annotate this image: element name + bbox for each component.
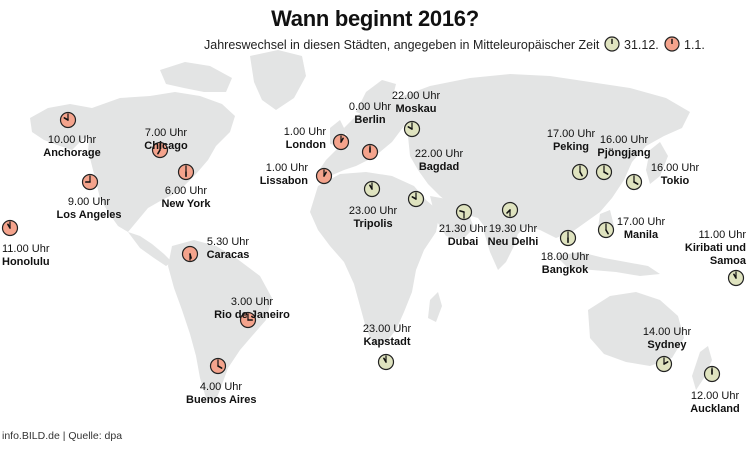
city-label-kapstadt: 23.00 Uhr Kapstadt bbox=[362, 323, 412, 348]
city-label-moskau: 22.00 Uhr Moskau bbox=[391, 90, 441, 115]
city-label-anchorage: 10.00 Uhr Anchorage bbox=[43, 134, 101, 159]
city-label-new-york: 6.00 Uhr New York bbox=[161, 185, 211, 210]
legend-new-year-clock-icon bbox=[664, 36, 680, 52]
city-label-london: 1.00 Uhr London bbox=[283, 126, 326, 151]
city-label-sydney: 14.00 Uhr Sydney bbox=[642, 326, 692, 351]
madagascar-landmass bbox=[428, 292, 442, 322]
greenland-landmass bbox=[250, 50, 306, 110]
city-label-pjoengjang: 16.00 Uhr Pjöngjang bbox=[597, 134, 651, 159]
clock-icon bbox=[59, 111, 77, 129]
city-label-tripolis: 23.00 Uhr Tripolis bbox=[348, 205, 398, 230]
clock-icon bbox=[655, 355, 673, 373]
asia-landmass bbox=[398, 74, 690, 250]
europe-landmass bbox=[318, 98, 410, 176]
scandinavia-landmass bbox=[356, 80, 396, 116]
clock-icon bbox=[361, 143, 379, 161]
city-label-auckland: 12.00 Uhr Auckland bbox=[690, 390, 740, 415]
australia-landmass bbox=[588, 292, 684, 366]
central-america-landmass bbox=[128, 232, 172, 266]
city-label-manila: 17.00 Uhr Manila bbox=[616, 216, 666, 241]
clocks-layer bbox=[1, 111, 745, 383]
indonesia-landmass bbox=[556, 252, 660, 276]
africa-landmass bbox=[310, 172, 440, 346]
clock-icon bbox=[315, 167, 333, 185]
clock-icon bbox=[363, 180, 381, 198]
india-landmass bbox=[484, 212, 520, 270]
clock-icon bbox=[571, 163, 589, 181]
city-label-kiribati-und-samoa: 11.00 Uhr Kiribati und Samoa bbox=[684, 229, 746, 267]
city-label-honolulu: 11.00 Uhr Honolulu bbox=[2, 243, 50, 268]
clock-icon bbox=[501, 201, 519, 219]
clock-icon bbox=[703, 365, 721, 383]
clock-icon bbox=[181, 245, 199, 263]
clock-icon bbox=[407, 190, 425, 208]
city-label-bagdad: 22.00 Uhr Bagdad bbox=[414, 148, 464, 173]
clock-icon bbox=[332, 133, 350, 151]
page-title: Wann beginnt 2016? bbox=[271, 6, 479, 31]
legend-new-year-label: 1.1. bbox=[684, 38, 705, 52]
clock-icon bbox=[151, 141, 169, 159]
page-subtitle: Jahreswechsel in diesen Städten, angegeb… bbox=[204, 38, 600, 52]
city-label-los-angeles: 9.00 Uhr Los Angeles bbox=[56, 196, 122, 221]
clock-icon bbox=[625, 173, 643, 191]
clock-icon bbox=[595, 163, 613, 181]
clock-icon bbox=[209, 357, 227, 375]
city-label-berlin: 0.00 Uhr Berlin bbox=[348, 101, 392, 126]
legend-old-year-clock-icon bbox=[604, 36, 620, 52]
north-america-landmass bbox=[88, 92, 235, 232]
city-label-caracas: 5.30 Uhr Caracas bbox=[206, 236, 250, 261]
city-label-rio-de-janeiro: 3.00 Uhr Rio de Janeiro bbox=[214, 296, 290, 321]
japan-landmass bbox=[646, 142, 668, 184]
new-zealand-landmass bbox=[692, 346, 712, 390]
city-label-chicago: 7.00 Uhr Chicago bbox=[144, 127, 188, 152]
south-america-landmass bbox=[168, 240, 272, 404]
clock-icon bbox=[597, 221, 615, 239]
arabia-landmass bbox=[430, 196, 474, 240]
city-label-neu-delhi: 19.30 Uhr Neu Delhi bbox=[487, 223, 539, 248]
clock-icon bbox=[81, 173, 99, 191]
clock-icon bbox=[1, 219, 19, 237]
clock-icon bbox=[177, 163, 195, 181]
clock-icon bbox=[727, 269, 745, 287]
legend-old-year-label: 31.12. bbox=[624, 38, 659, 52]
clock-icon bbox=[455, 203, 473, 221]
city-label-peking: 17.00 Uhr Peking bbox=[546, 128, 596, 153]
city-label-bangkok: 18.00 Uhr Bangkok bbox=[540, 251, 590, 276]
arctic-islands-landmass bbox=[160, 62, 232, 92]
source-footer: info.BILD.de | Quelle: dpa bbox=[2, 430, 123, 442]
city-label-buenos-aires: 4.00 Uhr Buenos Aires bbox=[186, 381, 257, 406]
clock-icon bbox=[403, 120, 421, 138]
clock-icon bbox=[239, 311, 257, 329]
city-label-tokio: 16.00 Uhr Tokio bbox=[650, 162, 700, 187]
clock-icon bbox=[559, 229, 577, 247]
city-label-lissabon: 1.00 Uhr Lissabon bbox=[259, 162, 308, 187]
clock-icon bbox=[377, 353, 395, 371]
city-label-dubai: 21.30 Uhr Dubai bbox=[438, 223, 488, 248]
